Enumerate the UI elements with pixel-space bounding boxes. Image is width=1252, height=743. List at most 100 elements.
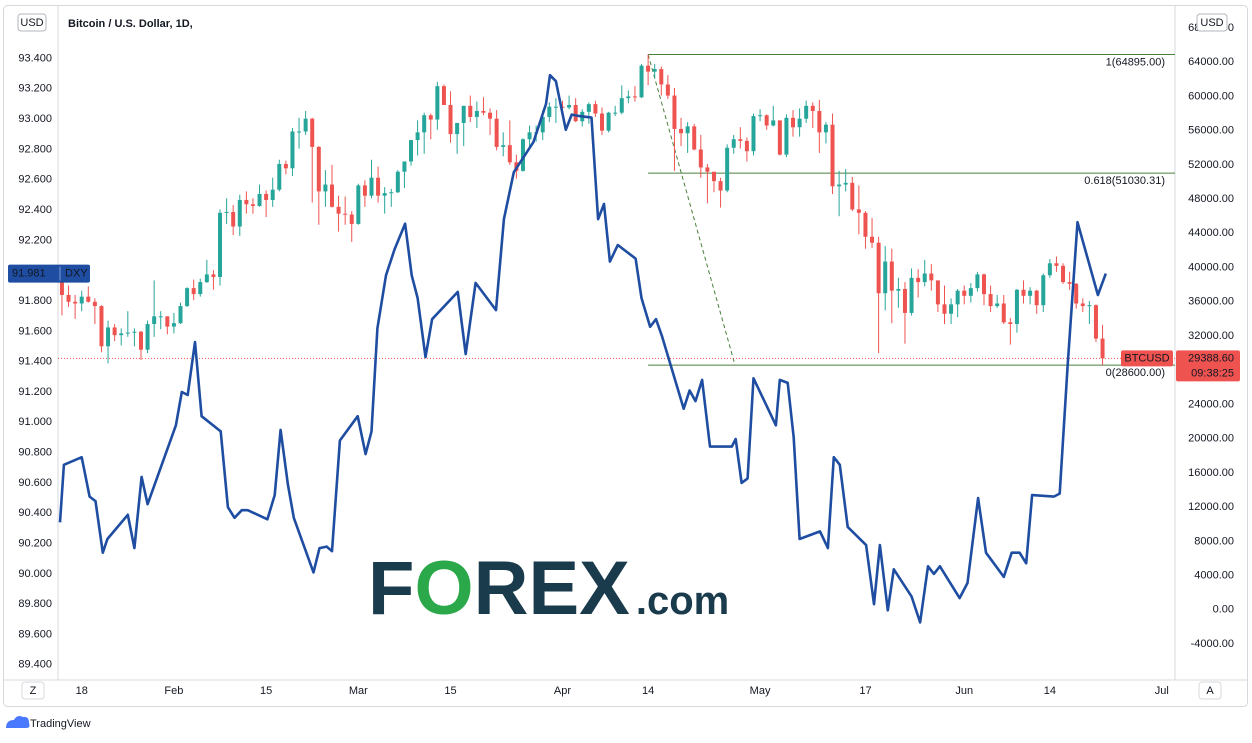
y-tick-label: 91.000 — [18, 416, 52, 428]
fib-trend-line — [647, 54, 736, 366]
candle-body — [955, 290, 960, 305]
unit-label[interactable]: USD — [20, 17, 43, 29]
candle-body — [764, 115, 769, 126]
y2-tick-label: 36000.00 — [1188, 296, 1234, 308]
auto-button[interactable] — [1198, 681, 1222, 700]
y2-tick-label: 60000.00 — [1188, 90, 1234, 102]
candle-body — [92, 301, 97, 307]
candle-body — [1100, 338, 1105, 359]
candle-body — [896, 288, 901, 291]
candle-body — [600, 113, 605, 131]
y-tick-label: 89.800 — [18, 598, 52, 610]
candle-body — [850, 182, 855, 210]
candle-body — [73, 301, 78, 304]
candle-body — [343, 213, 348, 215]
candle-body — [376, 177, 381, 196]
candle-body — [494, 118, 499, 147]
candle-body — [1054, 263, 1059, 266]
branding-logo[interactable] — [6, 716, 30, 728]
candle-body — [567, 104, 572, 108]
candle-body — [507, 145, 512, 163]
candle-body — [547, 106, 552, 117]
candle-body — [784, 117, 789, 155]
y2-tick-label: 0.00 — [1213, 604, 1234, 616]
y-tick-label: 91.400 — [18, 356, 52, 368]
y-tick-label: 90.400 — [18, 507, 52, 519]
candle-body — [593, 104, 598, 114]
candle-body — [975, 274, 980, 289]
branding[interactable]: TradingView — [30, 718, 91, 730]
candle-body — [626, 96, 631, 99]
series-name: BTCUSD — [1124, 352, 1169, 364]
y2-tick-label: 32000.00 — [1188, 330, 1234, 342]
candle-body — [922, 273, 927, 283]
watermark-part: O — [414, 546, 473, 631]
y2-tick-label: 56000.00 — [1188, 125, 1234, 137]
watermark-part: F — [368, 546, 414, 631]
candle-body — [1034, 290, 1039, 306]
candle-body — [744, 140, 749, 152]
candle-body — [771, 120, 776, 126]
y2-tick-label: 44000.00 — [1188, 227, 1234, 239]
y2-tick-label: 4000.00 — [1194, 570, 1234, 582]
y-tick-label: 90.000 — [18, 568, 52, 580]
candle-body — [1074, 283, 1079, 304]
unit-label[interactable]: USD — [1200, 17, 1223, 29]
candle-body — [1047, 263, 1052, 276]
candle-body — [428, 115, 433, 120]
value-badge — [8, 264, 90, 283]
candle-body — [132, 331, 137, 333]
y2-tick-label: 40000.00 — [1188, 261, 1234, 273]
candle-body — [1093, 305, 1098, 339]
candle-body — [968, 288, 973, 296]
candle-body — [995, 303, 1000, 307]
zoom-button[interactable] — [21, 681, 45, 700]
candle-body — [962, 290, 967, 296]
candle-body — [698, 149, 703, 168]
y-tick-label: 90.800 — [18, 447, 52, 459]
candle-body — [1087, 305, 1092, 307]
candle-body — [310, 118, 315, 147]
candle-body — [1067, 282, 1072, 284]
zoom-button-label[interactable]: Z — [30, 685, 37, 697]
candle-body — [231, 211, 236, 227]
candle-body — [731, 139, 736, 148]
y2-tick-label: 64000.00 — [1188, 56, 1234, 68]
candle-body — [59, 274, 64, 295]
candle-body — [112, 327, 117, 336]
candle-body — [837, 184, 842, 187]
unit-badge[interactable] — [17, 13, 47, 32]
auto-button-label[interactable]: A — [1206, 685, 1214, 697]
unit-badge[interactable] — [1196, 13, 1228, 32]
candle-body — [66, 294, 71, 302]
candle-body — [382, 193, 387, 196]
value-label: 91.981 — [12, 268, 46, 280]
y-tick-label: 92.600 — [18, 174, 52, 186]
candle-body — [889, 261, 894, 291]
candle-body — [935, 280, 940, 305]
candle-body — [303, 118, 308, 132]
y2-tick-label: 12000.00 — [1188, 501, 1234, 513]
candle-body — [257, 193, 262, 206]
candle-body — [191, 288, 196, 295]
candle-body — [982, 274, 987, 295]
candle-body — [738, 139, 743, 141]
x-tick-label: Apr — [554, 685, 571, 697]
y2-tick-label: 24000.00 — [1188, 398, 1234, 410]
candle-body — [468, 105, 473, 117]
candle-body — [185, 288, 190, 307]
candle-body — [349, 214, 354, 224]
candle-body — [856, 209, 861, 213]
candle-body — [79, 296, 84, 304]
candle-body — [804, 105, 809, 119]
y2-tick-label: 16000.00 — [1188, 467, 1234, 479]
candle-body — [178, 306, 183, 324]
candle-body — [988, 294, 993, 307]
candle-body — [665, 84, 670, 96]
candle-body — [211, 274, 216, 277]
chart-frame — [3, 5, 1248, 707]
candle-body — [909, 277, 914, 313]
candle-body — [389, 192, 394, 194]
candle-body — [652, 69, 657, 72]
